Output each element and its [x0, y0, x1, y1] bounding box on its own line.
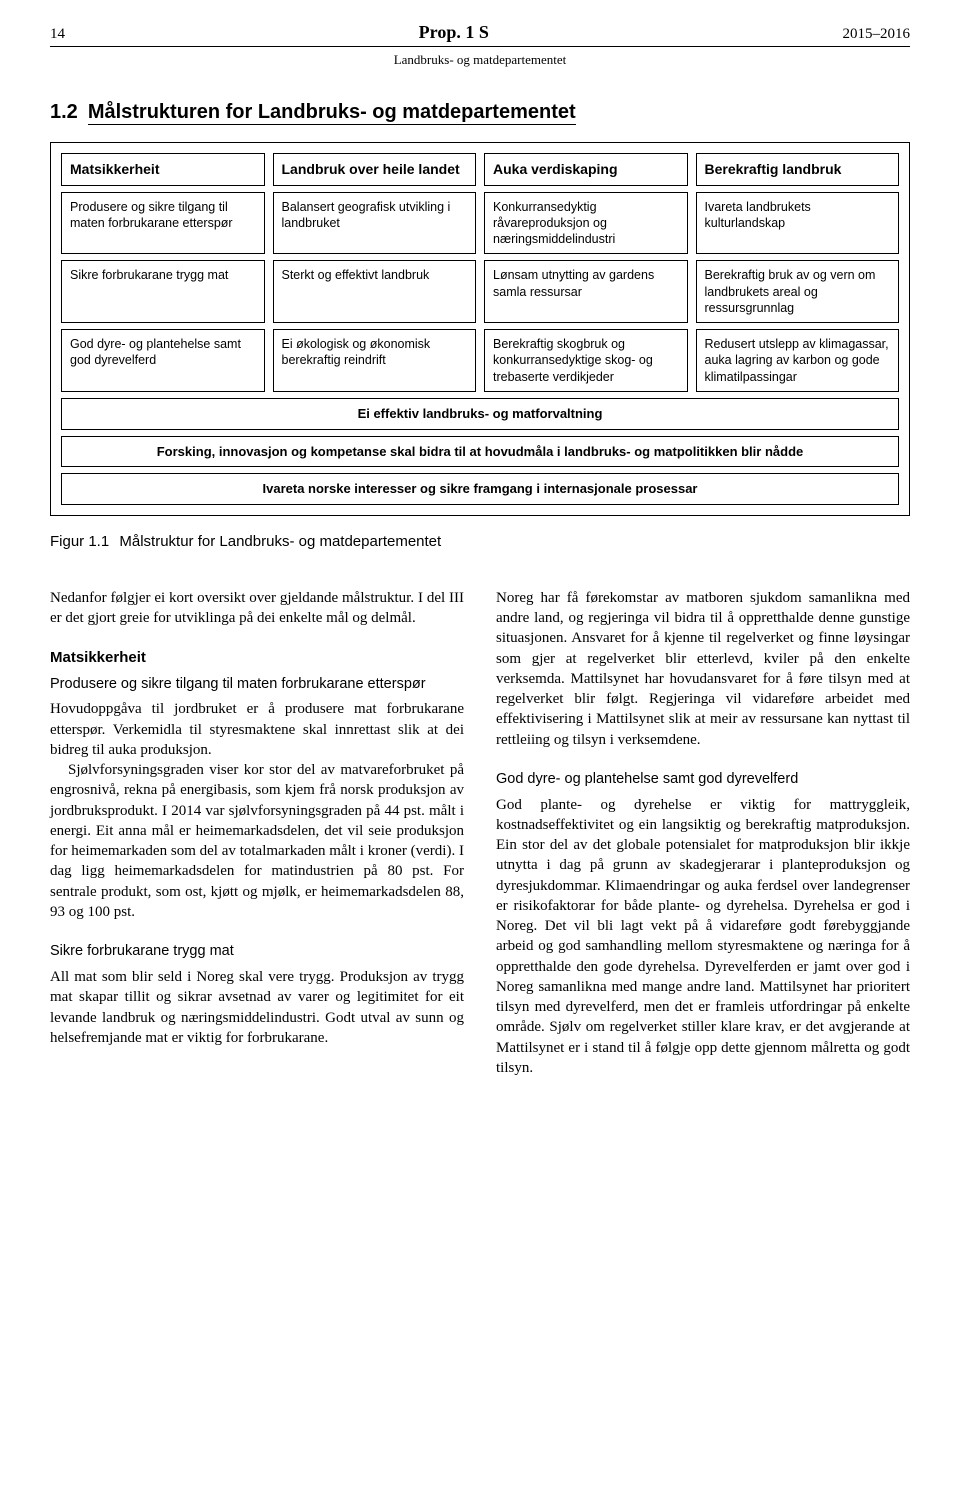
body-paragraph: God plante- og dyrehelse er viktig for m… [496, 795, 910, 1079]
subheading-light: God dyre- og plantehelse samt god dyreve… [496, 770, 910, 789]
section-title: Målstrukturen for Landbruks- og matdepar… [88, 101, 576, 125]
chart-wide-row: Ei effektiv landbruks- og matforvaltning [61, 398, 899, 430]
subheading-bold: Matsikkerheit [50, 648, 464, 668]
chart-cell: Balansert geografisk utvikling i landbru… [273, 192, 477, 255]
chart-cell: Konkurransedyktig råvareproduksjon og næ… [484, 192, 688, 255]
chart-cell: God dyre- og plantehelse samt god dyreve… [61, 329, 265, 392]
chart-cell: Redusert utslepp av klimagassar, auka la… [696, 329, 900, 392]
left-column: Nedanfor følgjer ei kort oversikt over g… [50, 588, 464, 1078]
chart-wide-row: Ivareta norske interesser og sikre framg… [61, 473, 899, 505]
chart-cell: Sikre forbrukarane trygg mat [61, 260, 265, 323]
page-header: 14 Prop. 1 S 2015–2016 [50, 20, 910, 47]
chart-cell: Sterkt og effektivt landbruk [273, 260, 477, 323]
subheading-light: Sikre forbrukarane trygg mat [50, 942, 464, 961]
chart-header-cell: Landbruk over heile landet [273, 153, 477, 186]
body-paragraph: Sjølvforsyningsgraden viser kor stor del… [50, 760, 464, 922]
page-number: 14 [50, 24, 65, 44]
subheading-light: Produsere og sikre tilgang til maten for… [50, 675, 464, 694]
chart-header-row: Matsikkerheit Landbruk over heile landet… [61, 153, 899, 186]
figure-caption: Figur 1.1 Målstruktur for Landbruks- og … [50, 532, 910, 552]
chart-header-cell: Matsikkerheit [61, 153, 265, 186]
body-columns: Nedanfor følgjer ei kort oversikt over g… [50, 588, 910, 1078]
figure-label: Figur 1.1 [50, 533, 109, 550]
chart-wide-row: Forsking, innovasjon og kompetanse skal … [61, 436, 899, 468]
page-subtitle: Landbruks- og matdepartementet [50, 51, 910, 69]
body-paragraph: Nedanfor følgjer ei kort oversikt over g… [50, 588, 464, 629]
chart-cell: Ivareta landbrukets kulturlandskap [696, 192, 900, 255]
right-column: Noreg har få førekomstar av matboren sju… [496, 588, 910, 1078]
page-year: 2015–2016 [843, 24, 911, 44]
chart-header-cell: Berekraftig landbruk [696, 153, 900, 186]
chart-row: Sikre forbrukarane trygg mat Sterkt og e… [61, 260, 899, 323]
body-paragraph: All mat som blir seld i Noreg skal vere … [50, 967, 464, 1048]
page-title: Prop. 1 S [65, 20, 843, 44]
figure-caption-text: Målstruktur for Landbruks- og matdeparte… [119, 533, 441, 550]
chart-row: God dyre- og plantehelse samt god dyreve… [61, 329, 899, 392]
chart-cell: Ei økologisk og økonomisk berekraftig re… [273, 329, 477, 392]
chart-header-cell: Auka verdiskaping [484, 153, 688, 186]
chart-cell: Produsere og sikre tilgang til maten for… [61, 192, 265, 255]
section-heading: 1.2 Målstrukturen for Landbruks- og matde… [50, 99, 910, 126]
chart-row: Produsere og sikre tilgang til maten for… [61, 192, 899, 255]
section-number: 1.2 [50, 99, 78, 126]
chart-cell: Lønsam utnytting av gardens samla ressur… [484, 260, 688, 323]
body-paragraph: Noreg har få førekomstar av matboren sju… [496, 588, 910, 750]
body-paragraph: Hovudoppgåva til jordbruket er å produse… [50, 699, 464, 760]
goal-structure-chart: Matsikkerheit Landbruk over heile landet… [50, 142, 910, 516]
chart-cell: Berekraftig skogbruk og konkurransedykti… [484, 329, 688, 392]
chart-cell: Berekraftig bruk av og vern om landbruke… [696, 260, 900, 323]
